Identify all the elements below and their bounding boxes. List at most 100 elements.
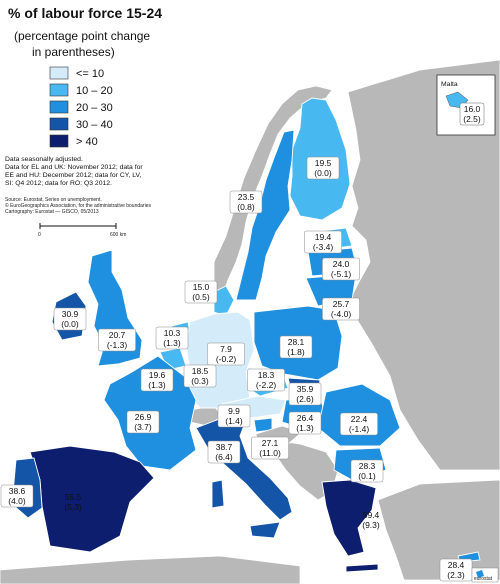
malta-change: (2.5): [463, 114, 481, 124]
country-value-ee: 19.4: [315, 232, 332, 242]
country-value-lt: 25.7: [333, 299, 350, 309]
country-change-ie: (0.0): [61, 319, 79, 329]
country-label-box-ro: [340, 412, 378, 436]
country-label-box-de: [207, 342, 245, 366]
note-line-4: SI: Q4 2012; data for RO: Q3 2012.: [5, 180, 112, 187]
country-label-box-ee: [304, 230, 342, 254]
legend-label: 20 – 30: [76, 102, 113, 114]
country-value-fr: 26.9: [135, 412, 152, 422]
country-value-es: 55.5: [65, 492, 82, 502]
country-value-dk: 15.0: [193, 282, 210, 292]
country-change-de: (-0.2): [216, 354, 236, 364]
source-line-1: Source: Eurostat, Series on unemployment…: [5, 197, 102, 203]
country-change-cy: (2.3): [447, 570, 465, 580]
country-label-box-nl: [155, 326, 189, 350]
country-value-si: 27.1: [262, 438, 279, 448]
country-label-box-bg: [350, 459, 384, 483]
country-label-box-ie: [53, 307, 87, 331]
country-value-cy: 28.4: [448, 560, 465, 570]
country-label-box-cz: [247, 368, 285, 392]
country-value-sk: 35.9: [297, 384, 314, 394]
map-subtitle-line-2: in parentheses): [32, 45, 115, 59]
north-africa: [0, 555, 301, 584]
legend-label: <= 10: [76, 68, 104, 80]
country-label-box-si: [251, 436, 289, 460]
scale-start-label: 0: [38, 232, 41, 238]
notes: Data seasonally adjusted. Data for EL an…: [5, 156, 143, 187]
country-value-lu: 18.5: [192, 366, 209, 376]
country-change-uk: (-1.3): [107, 340, 127, 350]
country-change-it: (6.4): [215, 452, 233, 462]
country-change-ee: (-3.4): [313, 242, 333, 252]
country-change-nl: (1.3): [163, 338, 181, 348]
malta-inset-label: Malta: [441, 81, 458, 88]
country-label-box-pt: [0, 484, 34, 508]
country-el-crete: [345, 563, 379, 573]
country-label-box-uk: [98, 328, 136, 352]
legend-swatch: [49, 66, 69, 80]
country-change-dk: (0.5): [192, 292, 210, 302]
country-change-lv: (-5.1): [331, 269, 351, 279]
scale-bar: 0 600 km: [38, 223, 126, 238]
legend-label: 10 – 20: [76, 85, 113, 97]
country-change-pl: (1.8): [287, 347, 305, 357]
country-label-box-fr: [126, 410, 160, 434]
country-label-box-be: [140, 368, 174, 392]
country-change-el: (9.3): [362, 520, 380, 530]
malta-inset: Malta 16.0 (2.5): [436, 74, 496, 136]
country-value-lv: 24.0: [333, 259, 350, 269]
note-line-3: EE and HU: December 2012; data for CY, L…: [5, 172, 141, 179]
scale-end-label: 600 km: [110, 232, 126, 238]
note-line-2: Data for EL and UK: November 2012; data …: [5, 164, 143, 171]
legend: <= 10 10 – 20 20 – 30 30 – 40 > 40: [49, 66, 113, 148]
country-change-ro: (-1.4): [349, 424, 369, 434]
country-value-at: 9.9: [228, 406, 240, 416]
country-change-se: (0.8): [237, 202, 255, 212]
country-dk: [213, 285, 235, 317]
country-label-box-se: [229, 190, 263, 214]
country-label-box-it: [207, 440, 241, 464]
country-labels: 19.5(0.0)23.5(0.8)19.4(-3.4)24.0(-5.1)25…: [0, 156, 473, 582]
legend-label: 30 – 40: [76, 119, 113, 131]
country-value-it: 38.7: [216, 442, 233, 452]
country-value-ro: 22.4: [351, 414, 368, 424]
map-title: % of labour force 15-24: [8, 5, 162, 21]
map-subtitle-line-1: (percentage point change: [14, 29, 150, 43]
country-change-es: (5.3): [64, 502, 82, 512]
legend-swatch: [49, 100, 69, 114]
country-it-sicily: [249, 521, 281, 539]
country-value-be: 19.6: [149, 370, 166, 380]
country-label-box-dk: [184, 280, 218, 304]
country-it-sardinia: [211, 479, 225, 509]
country-change-lu: (0.3): [191, 376, 209, 386]
country-value-bg: 28.3: [359, 461, 376, 471]
country-change-bg: (0.1): [358, 471, 376, 481]
source-line-3: Cartography: Eurostat — GISCO, 05/2013: [5, 209, 99, 215]
country-label-box-lt: [322, 297, 360, 321]
country-change-fr: (3.7): [134, 422, 152, 432]
eurostat-logo-mark: [476, 570, 484, 578]
country-change-at: (1.4): [225, 416, 243, 426]
malta-value-box: [459, 102, 485, 126]
country-change-si: (11.0): [259, 448, 281, 458]
country-el: [321, 479, 377, 557]
country-value-nl: 10.3: [164, 328, 181, 338]
country-value-el: 59.4: [363, 510, 380, 520]
country-value-fi: 19.5: [315, 158, 332, 168]
country-label-box-lu: [183, 364, 217, 388]
country-value-se: 23.5: [238, 192, 255, 202]
country-change-sk: (2.6): [296, 394, 314, 404]
country-change-fi: (0.0): [314, 168, 332, 178]
country-value-pl: 28.1: [288, 337, 305, 347]
country-label-box-sk: [288, 382, 322, 406]
malta-value: 16.0: [464, 104, 481, 114]
country-label-box-fi: [306, 156, 340, 180]
country-label-box-at: [217, 404, 251, 428]
eurostat-logo: eurostat: [471, 567, 499, 583]
country-change-hu: (1.3): [296, 423, 314, 433]
country-value-cz: 18.3: [258, 370, 275, 380]
eurostat-logo-text: eurostat: [474, 576, 493, 582]
country-change-pt: (4.0): [8, 496, 26, 506]
